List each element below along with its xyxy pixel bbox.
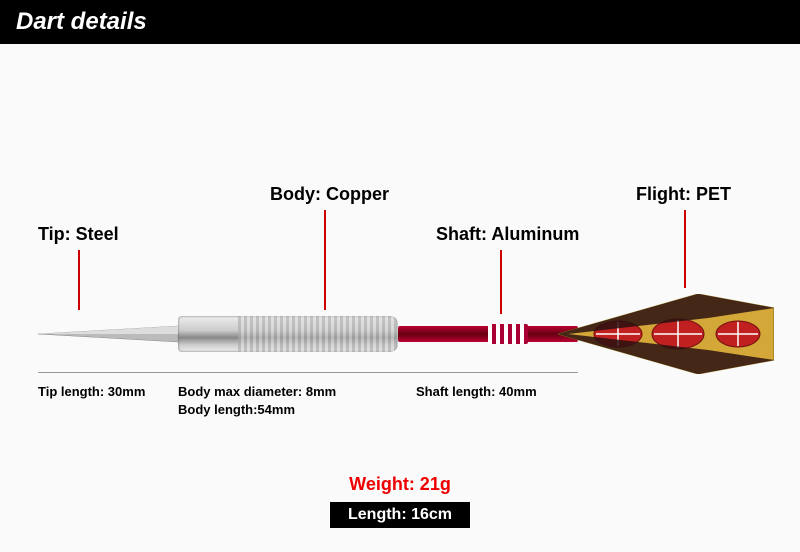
weight-label: Weight: 21g <box>0 474 800 495</box>
body-label: Body: Copper <box>270 184 389 205</box>
flight-icon <box>558 294 774 374</box>
flight-label: Flight: PET <box>636 184 731 205</box>
shaft-measure: Shaft length: 40mm <box>416 384 537 399</box>
body-measure-1: Body max diameter: 8mm <box>178 384 336 399</box>
length-value: Length: 16cm <box>348 506 452 523</box>
shaft-label: Shaft: Aluminum <box>436 224 579 245</box>
body-callout-line <box>324 210 326 310</box>
tip-label: Tip: Steel <box>38 224 119 245</box>
tip-icon <box>38 322 183 346</box>
page-title: Dart details <box>16 8 147 35</box>
tip-measure: Tip length: 30mm <box>38 384 145 399</box>
body-measure-2: Body length:54mm <box>178 402 295 417</box>
body-grip-icon <box>238 316 398 352</box>
shaft-rings-icon <box>488 324 528 344</box>
header-bar: Dart details <box>0 0 800 44</box>
shaft-dim-line <box>398 372 578 373</box>
tip-callout-line <box>78 250 80 310</box>
body-dim-line <box>178 372 398 373</box>
tip-dim-line <box>38 372 178 373</box>
dart-illustration <box>38 304 774 364</box>
diagram-area: Tip: Steel Body: Copper Shaft: Aluminum … <box>0 44 800 544</box>
flight-callout-line <box>684 210 686 288</box>
length-box: Length: 16cm <box>330 502 470 528</box>
